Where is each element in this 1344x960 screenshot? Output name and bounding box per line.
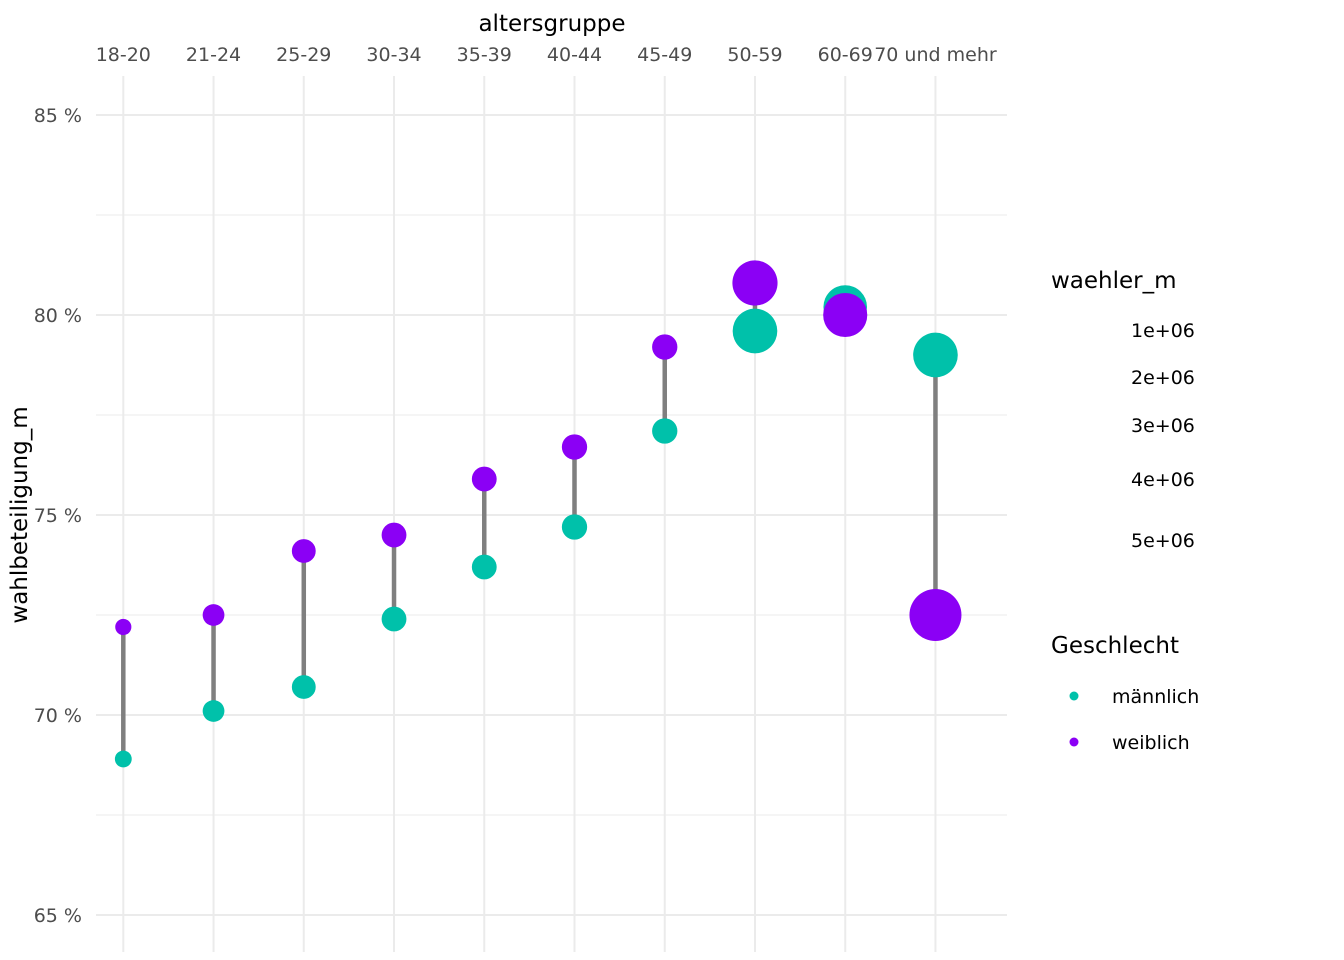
size-legend-label: 3e+06	[1131, 415, 1195, 437]
color-legend: Geschlecht männlich weiblich	[1051, 633, 1199, 754]
x-tick-label: 45-49	[637, 44, 692, 66]
y-tick-label: 80 %	[34, 305, 82, 327]
point-weiblich	[909, 589, 962, 641]
point-maennlich	[471, 554, 497, 580]
y-tick-label: 70 %	[34, 705, 82, 727]
point-weiblich	[115, 618, 132, 636]
color-legend-key	[1069, 737, 1079, 747]
y-tick-label: 75 %	[34, 505, 82, 527]
point-maennlich	[732, 308, 778, 354]
size-legend-label: 2e+06	[1131, 367, 1195, 389]
point-weiblich	[652, 334, 678, 360]
x-tick-label: 70 und mehr	[874, 44, 997, 66]
size-legend: waehler_m 1e+06 2e+06 3e+06 4e+06 5e+06	[1051, 268, 1195, 552]
grid-major	[96, 76, 1007, 952]
color-legend-key	[1069, 691, 1079, 701]
x-tick-label: 60-69	[818, 44, 873, 66]
x-tick-label: 21-24	[186, 44, 241, 66]
point-weiblich	[202, 604, 225, 626]
x-tick-label: 18-20	[96, 44, 151, 66]
point-maennlich	[114, 750, 132, 768]
point-maennlich	[913, 332, 958, 378]
point-weiblich	[381, 522, 407, 548]
x-tick-label: 25-29	[276, 44, 331, 66]
point-weiblich	[823, 292, 868, 338]
x-tick-label: 50-59	[727, 44, 782, 66]
x-tick-labels: 18-20 21-24 25-29 30-34 35-39 40-44 45-49 50-59…	[96, 44, 997, 66]
color-legend-title: Geschlecht	[1051, 633, 1179, 659]
point-weiblich	[732, 260, 778, 306]
y-axis-title: wahlbeteiligung_m	[7, 406, 33, 623]
x-axis-title: altersgruppe	[478, 11, 625, 37]
point-maennlich	[202, 700, 225, 722]
y-tick-labels: 65 % 70 % 75 % 80 % 85 %	[34, 105, 82, 927]
size-legend-label: 5e+06	[1131, 530, 1195, 552]
size-legend-label: 4e+06	[1131, 469, 1195, 491]
size-legend-label: 1e+06	[1131, 320, 1195, 342]
point-weiblich	[561, 434, 588, 460]
dumbbell-segments	[121, 283, 938, 759]
point-maennlich	[652, 418, 678, 444]
y-tick-label: 85 %	[34, 105, 82, 127]
size-legend-title: waehler_m	[1051, 268, 1177, 294]
color-legend-label: männlich	[1112, 686, 1199, 708]
point-maennlich	[561, 514, 588, 540]
x-tick-label: 40-44	[547, 44, 602, 66]
point-weiblich	[471, 466, 497, 492]
point-weiblich	[291, 539, 316, 563]
point-maennlich	[381, 606, 407, 632]
y-tick-label: 65 %	[34, 905, 82, 927]
grid-minor	[96, 214, 1007, 816]
color-legend-label: weiblich	[1112, 732, 1190, 754]
x-tick-label: 35-39	[457, 44, 512, 66]
data-points	[114, 260, 962, 768]
x-tick-label: 30-34	[366, 44, 421, 66]
point-maennlich	[291, 675, 316, 699]
